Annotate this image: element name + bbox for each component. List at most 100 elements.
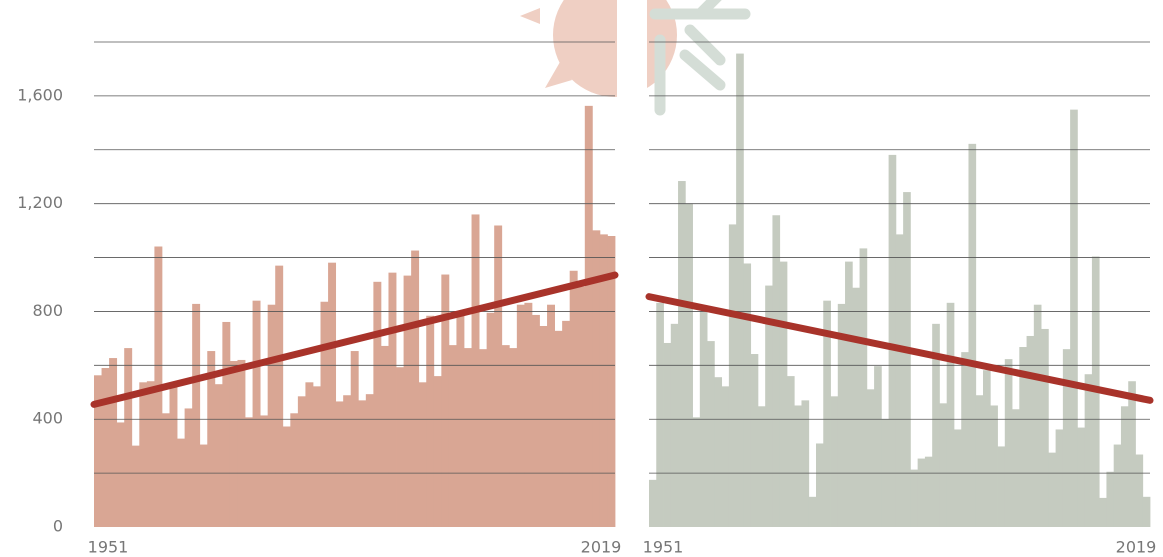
bar [1070, 109, 1078, 527]
bar [1019, 347, 1027, 527]
bar [649, 479, 657, 527]
bar [569, 270, 578, 527]
bar [1048, 452, 1057, 527]
bar [1004, 359, 1013, 527]
bar [866, 389, 875, 527]
bar [1120, 406, 1129, 527]
bar [983, 370, 991, 527]
bar [1142, 496, 1151, 527]
bar [260, 415, 269, 527]
bar [456, 315, 465, 527]
y-tick-label: 400 [32, 409, 63, 428]
bar [670, 323, 679, 527]
y-tick-label: 800 [32, 301, 63, 320]
bar [903, 192, 911, 527]
bar [743, 263, 752, 527]
bar [801, 400, 810, 527]
bar [874, 366, 882, 527]
bar [380, 345, 389, 527]
bar [146, 381, 155, 527]
bar [910, 469, 919, 527]
bar [946, 302, 955, 527]
bar [471, 214, 480, 527]
bar [282, 426, 291, 527]
bar [222, 321, 231, 527]
bar [109, 358, 118, 527]
bar [721, 386, 730, 527]
bar [131, 445, 140, 527]
bar [192, 303, 201, 527]
bar [358, 400, 367, 527]
bar [599, 234, 608, 527]
bar [161, 413, 170, 527]
bar [139, 382, 148, 527]
bar [924, 456, 933, 527]
bar [837, 303, 846, 527]
bar [1077, 427, 1086, 527]
bar [365, 394, 374, 527]
bar [411, 250, 420, 528]
bar [199, 444, 208, 527]
bar [736, 53, 744, 527]
bar [524, 302, 533, 527]
bar [895, 234, 904, 527]
bar [953, 429, 962, 527]
bar [750, 354, 759, 527]
bar [531, 314, 540, 527]
bar [101, 368, 110, 527]
bar [328, 262, 337, 527]
bar [207, 351, 216, 527]
bar [320, 301, 329, 527]
trend-line [645, 293, 1154, 404]
bar [124, 348, 133, 527]
bar [1041, 328, 1049, 527]
bar [757, 406, 766, 527]
x-tick-label: 1951 [643, 538, 684, 557]
bar [997, 446, 1006, 527]
bar [554, 330, 563, 527]
bar [779, 261, 788, 527]
bar [350, 351, 359, 527]
bar [479, 349, 488, 527]
bar [494, 225, 503, 527]
bar [968, 143, 977, 527]
bar [656, 302, 664, 527]
bar [678, 181, 686, 528]
bar [1055, 429, 1064, 527]
bar [267, 304, 276, 527]
bar [441, 274, 450, 527]
bar [816, 443, 824, 527]
bar [403, 275, 412, 527]
bar [990, 405, 998, 527]
bar [932, 323, 940, 527]
bar [290, 413, 299, 527]
bar [312, 386, 321, 527]
bar [177, 438, 186, 527]
bar [765, 285, 773, 527]
bar [305, 382, 314, 527]
bar [852, 287, 860, 527]
bar [663, 342, 672, 527]
bar [297, 396, 306, 527]
bar [252, 300, 261, 527]
x-tick-label: 2019 [581, 538, 622, 557]
bar [448, 345, 457, 527]
bar [214, 384, 223, 527]
bar [917, 458, 926, 527]
bar [1026, 335, 1035, 527]
bar [786, 376, 795, 527]
bar [169, 384, 178, 527]
bar [1084, 374, 1093, 527]
bar [939, 403, 948, 527]
y-tick-label: 1,200 [17, 193, 63, 212]
bar [229, 361, 238, 527]
bar [1033, 304, 1042, 527]
bar [547, 304, 555, 527]
bar [728, 224, 737, 528]
bar [584, 105, 593, 527]
bar [1062, 349, 1071, 527]
bar [245, 417, 253, 527]
snowflake-icon [649, 0, 751, 116]
bar [433, 376, 442, 527]
bar [772, 215, 781, 527]
